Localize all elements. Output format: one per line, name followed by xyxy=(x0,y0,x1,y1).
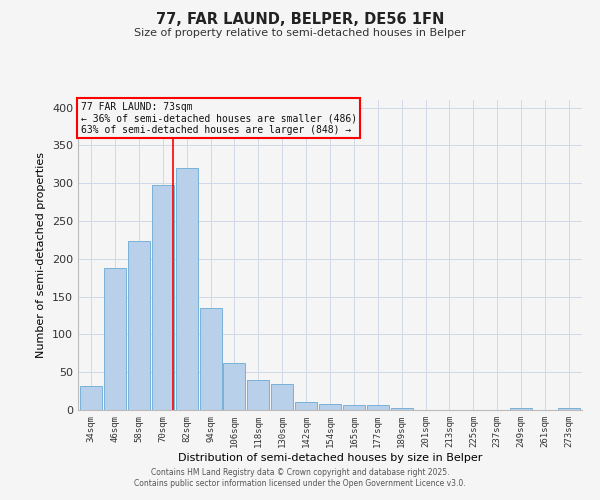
Text: 77 FAR LAUND: 73sqm
← 36% of semi-detached houses are smaller (486)
63% of semi-: 77 FAR LAUND: 73sqm ← 36% of semi-detach… xyxy=(80,102,356,134)
Text: 77, FAR LAUND, BELPER, DE56 1FN: 77, FAR LAUND, BELPER, DE56 1FN xyxy=(156,12,444,28)
Bar xyxy=(152,186,174,410)
Bar xyxy=(200,308,221,410)
Bar xyxy=(367,406,389,410)
Bar xyxy=(319,404,341,410)
Bar xyxy=(176,168,197,410)
Bar xyxy=(343,406,365,410)
Bar xyxy=(104,268,126,410)
Bar xyxy=(223,363,245,410)
Bar xyxy=(510,408,532,410)
X-axis label: Distribution of semi-detached houses by size in Belper: Distribution of semi-detached houses by … xyxy=(178,452,482,462)
Text: Size of property relative to semi-detached houses in Belper: Size of property relative to semi-detach… xyxy=(134,28,466,38)
Bar xyxy=(128,240,150,410)
Bar xyxy=(391,408,413,410)
Text: Contains HM Land Registry data © Crown copyright and database right 2025.
Contai: Contains HM Land Registry data © Crown c… xyxy=(134,468,466,487)
Bar xyxy=(271,384,293,410)
Bar xyxy=(80,386,102,410)
Bar xyxy=(247,380,269,410)
Y-axis label: Number of semi-detached properties: Number of semi-detached properties xyxy=(37,152,46,358)
Bar xyxy=(558,408,580,410)
Bar xyxy=(295,402,317,410)
